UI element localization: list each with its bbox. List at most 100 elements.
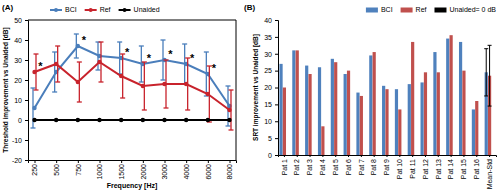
bar <box>299 155 302 156</box>
x-tick: Pat 14 <box>447 155 454 179</box>
y-tick: -20 <box>12 157 28 164</box>
frame-line <box>28 20 236 21</box>
marker <box>76 118 80 122</box>
x-tick-mark <box>100 160 101 163</box>
x-tick-label: Pat 15 <box>460 159 467 179</box>
y-tick: 35 <box>264 34 278 41</box>
error-cap <box>55 45 60 46</box>
y-tick-mark <box>25 20 28 21</box>
x-tick-mark <box>284 155 285 157</box>
marker <box>54 118 58 122</box>
bar <box>325 155 328 156</box>
error-cap <box>229 129 234 130</box>
bar <box>414 155 417 156</box>
y-tick-mark <box>275 104 278 105</box>
plot-marks <box>279 35 491 155</box>
annotation: * <box>38 60 43 72</box>
error-cap <box>164 107 169 108</box>
bar <box>446 39 449 155</box>
y-tick: 10 <box>14 97 28 104</box>
y-axis: -20-1001020304050 <box>12 17 29 164</box>
error-cap <box>488 45 492 46</box>
marker <box>141 118 145 122</box>
y-tick-label: 10 <box>264 118 272 125</box>
error-cap <box>142 109 147 110</box>
x-tick-mark <box>348 155 349 157</box>
x-tick-mark <box>186 160 187 163</box>
bar <box>312 155 315 156</box>
y-axis-title: Threshold improvement vs Unaided [dB] <box>2 27 10 152</box>
bar <box>479 155 482 156</box>
x-tick-mark <box>399 155 400 157</box>
x-tick-label: 1000 <box>96 164 103 180</box>
error-cap <box>185 109 190 110</box>
x-tick-mark <box>121 160 122 163</box>
error-cap <box>52 51 57 52</box>
error-cap <box>488 106 492 107</box>
y-tick-mark <box>25 40 28 41</box>
legend-label: BCI <box>65 6 77 13</box>
x-axis: Pat 1Pat 2Pat 3Pat 4Pat 5Pat 6Pat 7Pat 8… <box>279 155 497 189</box>
series <box>32 42 233 130</box>
bar <box>344 74 347 155</box>
x-tick: Pat 5 <box>332 155 339 175</box>
marker <box>97 60 101 64</box>
series <box>279 39 488 155</box>
bar <box>402 155 405 156</box>
marker <box>54 62 58 66</box>
y-axis: 0510152025303540 <box>264 17 278 159</box>
plot-marks <box>31 34 234 130</box>
bar <box>305 66 308 155</box>
bar <box>398 109 401 155</box>
x-tick: Pat 16 <box>473 155 480 179</box>
bar <box>360 96 363 155</box>
bar <box>356 93 359 155</box>
bar <box>334 62 337 155</box>
legend-line <box>401 8 413 13</box>
y-tick-label: -20 <box>12 157 22 164</box>
x-tick-mark <box>476 155 477 157</box>
x-tick-mark <box>35 160 36 163</box>
x-tick: 8000 <box>226 160 233 180</box>
x-tick: 4000 <box>183 160 190 180</box>
y-tick-mark <box>275 155 278 156</box>
error-cap <box>226 85 231 86</box>
marker <box>119 74 123 78</box>
bar <box>385 89 388 155</box>
y-tick-label: 50 <box>14 17 22 24</box>
x-tick-mark <box>463 155 464 157</box>
y-tick-mark <box>275 20 278 21</box>
x-tick-label: Pat 11 <box>409 159 416 179</box>
x-tick: Pat 2 <box>293 155 300 175</box>
x-tick-label: 6000 <box>205 164 212 180</box>
x-tick-mark <box>310 155 311 157</box>
y-tick: 40 <box>264 17 278 24</box>
y-tick: 15 <box>264 101 278 108</box>
x-tick: 750 <box>75 160 82 176</box>
x-tick-label: Pat 4 <box>319 159 326 175</box>
bar <box>369 55 372 155</box>
y-tick-mark <box>275 54 278 55</box>
x-tick-mark <box>56 160 57 163</box>
x-tick-label: Pat 7 <box>358 159 365 175</box>
bar <box>283 88 286 156</box>
bar <box>376 155 379 156</box>
panel: Pat 1Pat 2Pat 3Pat 4Pat 5Pat 6Pat 7Pat 8… <box>244 3 497 189</box>
x-tick-label: Pat 9 <box>383 159 390 175</box>
x-tick-label: 3000 <box>161 164 168 180</box>
marker <box>32 70 36 74</box>
x-tick-label: 4000 <box>183 164 190 180</box>
error-bar <box>484 49 488 96</box>
error-cap <box>55 81 60 82</box>
x-tick: 500 <box>53 160 60 176</box>
x-tick: Pat 15 <box>460 155 467 179</box>
bar <box>318 67 321 155</box>
error-bar <box>488 45 492 106</box>
series-line <box>35 46 230 108</box>
error-cap <box>77 101 82 102</box>
annotation: * <box>125 46 130 58</box>
legend-label: Ref <box>100 6 111 13</box>
x-tick-mark <box>438 155 439 157</box>
series-line <box>35 62 230 110</box>
y-tick-mark <box>25 60 28 61</box>
